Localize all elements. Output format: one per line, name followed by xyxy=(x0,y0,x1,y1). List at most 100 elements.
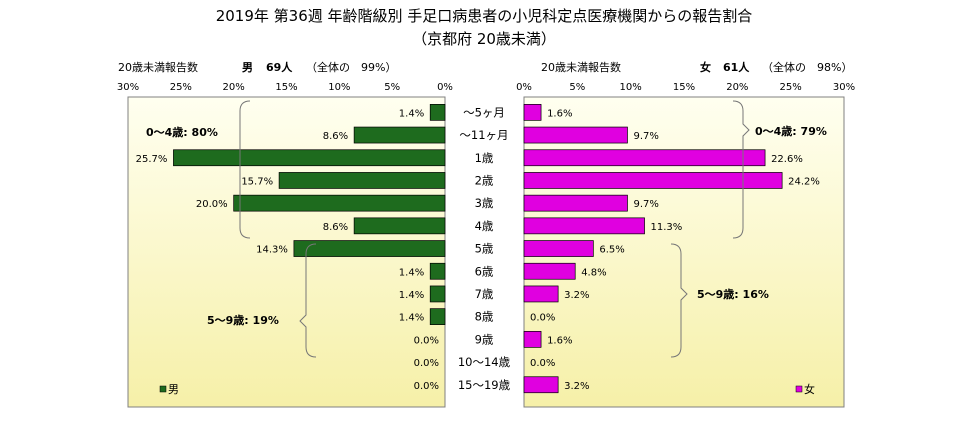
legend-male-label: 男 xyxy=(168,383,179,396)
female-tick-label: 25% xyxy=(780,82,802,93)
female-tick-label: 20% xyxy=(726,82,748,93)
female-axis-ticks: 0% 5% 10% 15% 20% 25% 30% xyxy=(516,82,855,93)
male-data-label: 1.4% xyxy=(399,267,424,278)
legend-male-swatch xyxy=(159,385,167,393)
female-header-share: （全体の 98%） xyxy=(762,60,852,74)
female-bar xyxy=(523,331,542,348)
male-tick-label: 25% xyxy=(170,82,192,93)
female-bar xyxy=(523,149,766,167)
age-category-label: 6歳 xyxy=(475,264,494,278)
male-brace-5-9 xyxy=(299,243,317,358)
age-category-label: 1歳 xyxy=(475,151,494,165)
female-bar xyxy=(523,172,783,189)
male-data-label: 1.4% xyxy=(399,313,424,324)
male-brace-0-4 xyxy=(239,100,251,239)
age-category-label: 5歳 xyxy=(475,242,494,256)
female-tick-label: 5% xyxy=(569,82,585,93)
female-bar xyxy=(523,240,594,257)
female-header-count: 61人 xyxy=(723,60,750,74)
legend-female-swatch xyxy=(795,385,803,393)
male-tick-label: 15% xyxy=(275,82,297,93)
female-tick-label: 0% xyxy=(516,82,532,93)
male-bar xyxy=(429,103,446,121)
male-data-label: 15.7% xyxy=(241,176,273,187)
female-bar xyxy=(523,103,542,121)
female-tick-label: 10% xyxy=(620,82,642,93)
age-category-labels: ～5ヶ月 ～11ヶ月 1歳 2歳 3歳 4歳 5歳 6歳 7歳 8歳 9歳 10～14歳 15～19歳 xyxy=(458,105,511,391)
female-brace-5-9 xyxy=(670,243,688,358)
female-data-label: 9.7% xyxy=(633,199,658,210)
male-header-label: 20歳未満報告数 xyxy=(118,61,198,74)
female-data-label: 24.2% xyxy=(788,176,820,187)
male-bar xyxy=(173,149,446,167)
legend-male: 男 xyxy=(159,383,179,396)
male-data-label: 1.4% xyxy=(399,290,424,301)
male-tick-label: 5% xyxy=(384,82,400,93)
male-bar xyxy=(233,194,446,212)
male-bar xyxy=(429,262,446,280)
female-brace-0-4 xyxy=(732,100,750,239)
chart-subtitle: （京都府 20歳未満） xyxy=(412,30,556,48)
male-data-labels: 1.4% 8.6% 25.7% 15.7% 20.0% 8.6% 14.3% 1.4% 1.4%… xyxy=(136,108,439,391)
male-bar xyxy=(429,285,446,303)
female-data-label: 3.2% xyxy=(564,381,589,392)
male-axis-ticks: 30% 25% 20% 15% 10% 5% 0% xyxy=(117,82,453,93)
age-category-label: 4歳 xyxy=(475,219,494,233)
female-data-label: 1.6% xyxy=(547,335,572,346)
female-header: 20歳未満報告数 女 61人 （全体の 98%） xyxy=(541,60,852,74)
chart-title-text: 2019年 第36週 年齢階級別 手足口病患者の小児科定点医療機関からの報告割合 xyxy=(216,7,753,25)
male-bar xyxy=(278,172,446,189)
male-data-label: 0.0% xyxy=(414,381,439,392)
female-data-labels: 1.6% 9.7% 22.6% 24.2% 9.7% 11.3% 6.5% 4.8% 3.2% 0… xyxy=(530,108,820,391)
male-tick-label: 20% xyxy=(223,82,245,93)
female-group-0-4-label: 0～4歳: 79% xyxy=(755,124,827,138)
male-tick-label: 0% xyxy=(437,82,453,93)
female-bar xyxy=(523,126,628,144)
male-tick-label: 30% xyxy=(117,82,139,93)
female-bar xyxy=(523,262,576,280)
female-bar xyxy=(523,217,645,235)
male-data-label: 8.6% xyxy=(323,131,348,142)
female-data-label: 6.5% xyxy=(599,245,624,256)
male-tick-label: 10% xyxy=(328,82,350,93)
female-data-label: 22.6% xyxy=(771,154,803,165)
male-header: 20歳未満報告数 男 69人 （全体の 99%） xyxy=(118,60,396,74)
male-bar xyxy=(429,308,446,325)
female-tick-label: 15% xyxy=(673,82,695,93)
male-data-label: 1.4% xyxy=(399,108,424,119)
female-data-label: 0.0% xyxy=(530,358,555,369)
female-bar xyxy=(523,376,559,394)
female-bar xyxy=(523,285,559,303)
male-header-count: 69人 xyxy=(266,60,293,74)
age-category-label: 2歳 xyxy=(475,173,494,187)
age-category-label: ～5ヶ月 xyxy=(463,105,505,119)
legend-female-label: 女 xyxy=(804,382,815,396)
male-bars xyxy=(173,103,446,325)
male-header-sex: 男 xyxy=(242,61,253,74)
male-data-label: 20.0% xyxy=(196,199,228,210)
age-category-label: 10～14歳 xyxy=(458,355,511,369)
male-data-label: 8.6% xyxy=(323,222,348,233)
female-data-label: 11.3% xyxy=(651,222,683,233)
male-bar xyxy=(353,126,446,144)
female-bar xyxy=(523,194,628,212)
female-tick-label: 30% xyxy=(833,82,855,93)
female-header-sex: 女 xyxy=(700,60,711,74)
age-category-label: 3歳 xyxy=(475,196,494,210)
female-data-label: 4.8% xyxy=(581,267,606,278)
age-category-label: ～11ヶ月 xyxy=(459,128,508,142)
female-data-label: 0.0% xyxy=(530,313,555,324)
male-data-label: 14.3% xyxy=(256,245,288,256)
age-category-label: 7歳 xyxy=(475,287,494,301)
female-bars xyxy=(523,103,783,394)
male-data-label: 0.0% xyxy=(414,335,439,346)
age-category-label: 15～19歳 xyxy=(458,378,511,392)
male-group-5-9-label: 5～9歳: 19% xyxy=(207,313,279,327)
female-header-label: 20歳未満報告数 xyxy=(541,61,621,74)
age-category-label: 8歳 xyxy=(475,310,494,324)
legend-female: 女 xyxy=(795,382,815,396)
female-group-5-9-label: 5～9歳: 16% xyxy=(697,287,769,301)
male-bar xyxy=(293,240,446,257)
male-data-label: 0.0% xyxy=(414,358,439,369)
